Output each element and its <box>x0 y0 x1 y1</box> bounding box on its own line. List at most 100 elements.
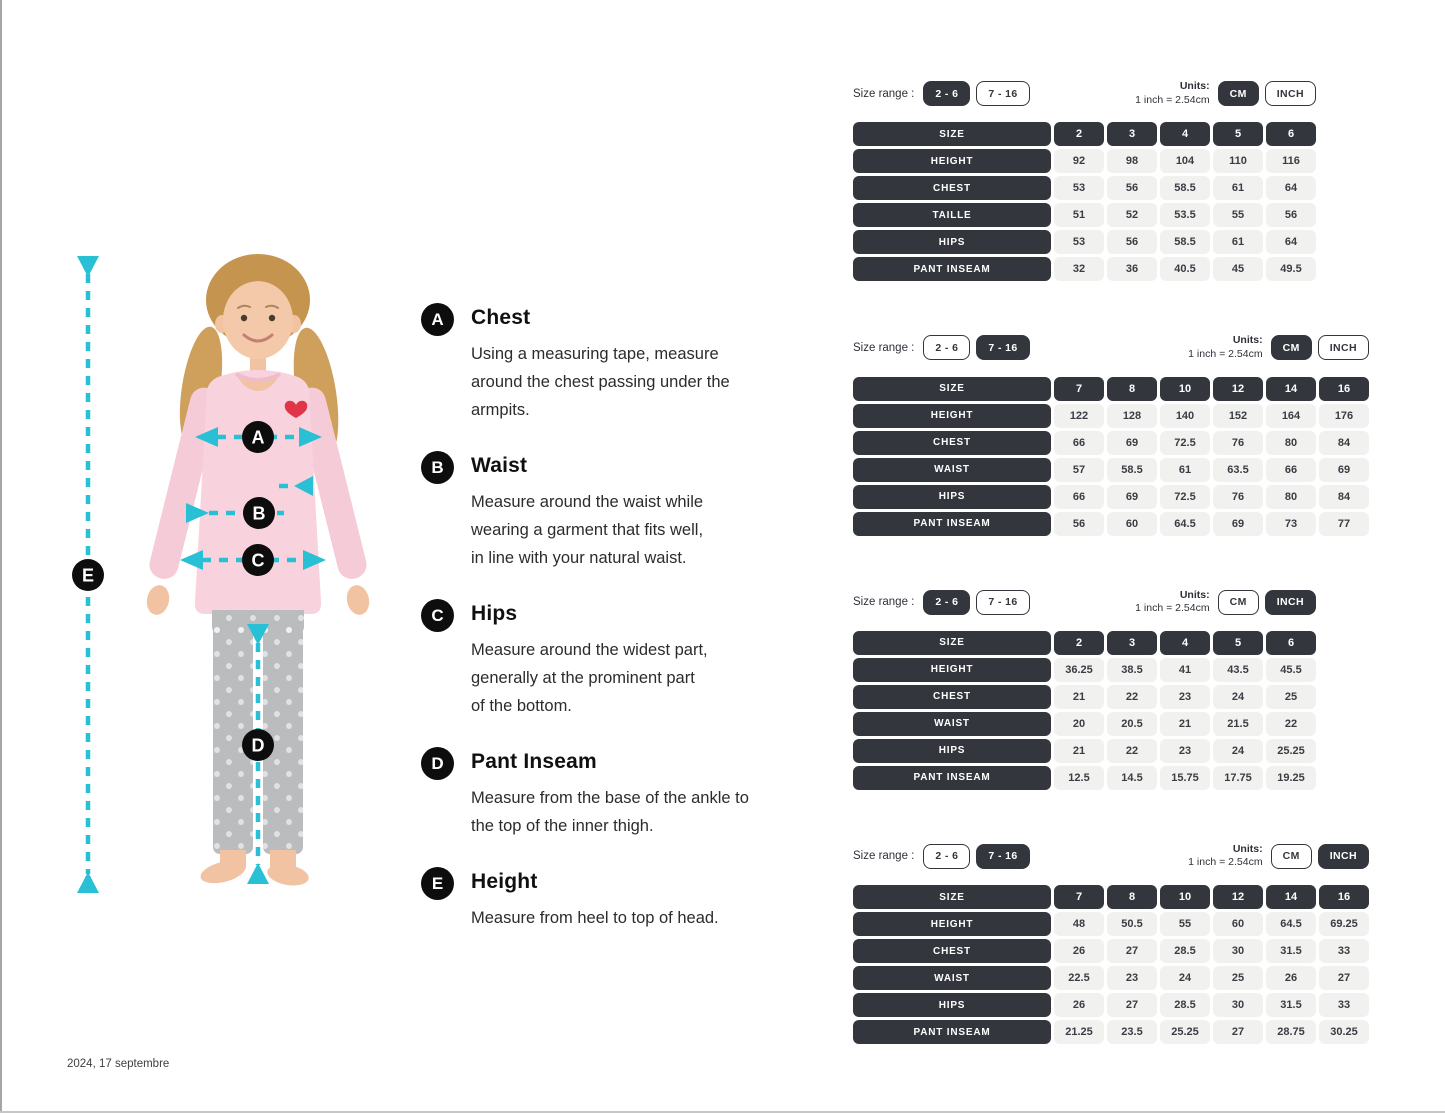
value-cell: 25.25 <box>1266 738 1316 763</box>
measurement-item: A Chest Using a measuring tape, measure … <box>421 302 821 424</box>
marker-badge-a: A <box>421 303 454 336</box>
value-cell: 23.5 <box>1107 1020 1157 1045</box>
value-cell: 110 <box>1213 149 1263 174</box>
units-text: Units: 1 inch = 2.54cm <box>1188 334 1262 361</box>
value-cell: 31.5 <box>1266 993 1316 1018</box>
unit-button-cm[interactable]: CM <box>1270 843 1312 869</box>
value-cell: 26 <box>1266 966 1316 991</box>
size-range-button-2-6[interactable]: 2 - 6 <box>923 81 971 107</box>
size-range-button-7-16[interactable]: 7 - 16 <box>976 335 1030 361</box>
value-cell: 36 <box>1107 257 1157 282</box>
unit-button-inch[interactable]: INCH <box>1264 589 1316 615</box>
waist-right-arrow-icon <box>294 476 313 496</box>
value-cell: 55 <box>1213 203 1263 228</box>
value-cell: 61 <box>1160 457 1210 482</box>
measurement-title: Hips <box>471 602 518 625</box>
row-label: HIPS <box>853 230 1051 255</box>
value-cell: 58.5 <box>1160 176 1210 201</box>
value-cell: 72.5 <box>1160 484 1210 509</box>
value-cell: 23 <box>1107 966 1157 991</box>
units-note: 1 inch = 2.54cm <box>1135 602 1210 615</box>
size-range-label: Size range : <box>853 596 915 609</box>
size-range-button-2-6[interactable]: 2 - 6 <box>923 843 971 869</box>
row-label: HEIGHT <box>853 657 1051 682</box>
chest-marker-badge: A <box>252 428 265 448</box>
size-range-button-2-6[interactable]: 2 - 6 <box>923 335 971 361</box>
size-range-button-2-6[interactable]: 2 - 6 <box>923 589 971 615</box>
size-header-cell: 3 <box>1107 122 1157 147</box>
table-row: CHEST 53 56 58.5 61 64 <box>853 176 1316 201</box>
unit-button-cm[interactable]: CM <box>1270 335 1312 361</box>
inseam-bottom-arrow-icon <box>247 863 269 884</box>
row-label: HEIGHT <box>853 149 1051 174</box>
unit-button-cm[interactable]: CM <box>1217 589 1259 615</box>
value-cell: 56 <box>1107 230 1157 255</box>
units-toggle: CM INCH <box>1270 843 1369 869</box>
size-header-cell: 16 <box>1319 885 1369 910</box>
size-header-cell: 6 <box>1266 630 1316 655</box>
size-header-cell: 4 <box>1160 630 1210 655</box>
units-label: Units: <box>1179 588 1210 601</box>
size-range-button-7-16[interactable]: 7 - 16 <box>976 81 1030 107</box>
value-cell: 22.5 <box>1054 966 1104 991</box>
waist-marker-badge: B <box>253 504 266 524</box>
marker-badge-e: E <box>421 867 454 900</box>
size-header-cell: 7 <box>1054 376 1104 401</box>
hips-left-arrow-icon <box>180 550 203 570</box>
value-cell: 21 <box>1160 711 1210 736</box>
unit-button-inch[interactable]: INCH <box>1317 335 1369 361</box>
table-row: SIZE 7 8 10 12 14 16 <box>853 376 1369 401</box>
value-cell: 49.5 <box>1266 257 1316 282</box>
girl-illustration: A B C D E <box>72 254 370 893</box>
table-row: HIPS 66 69 72.5 76 80 84 <box>853 484 1369 509</box>
table-row: WAIST 22.5 23 24 25 26 27 <box>853 966 1369 991</box>
value-cell: 64.5 <box>1266 912 1316 937</box>
measurement-description: Using a measuring tape, measure around t… <box>471 345 730 419</box>
value-cell: 20.5 <box>1107 711 1157 736</box>
marker-badge-c: C <box>421 599 454 632</box>
value-cell: 31.5 <box>1266 939 1316 964</box>
size-table: SIZE 2 3 4 5 6 HEIGHT 92 98 104 110 116 CHEST 53 56 58.… <box>853 122 1316 282</box>
row-label: WAIST <box>853 966 1051 991</box>
size-range-button-7-16[interactable]: 7 - 16 <box>976 589 1030 615</box>
value-cell: 176 <box>1319 403 1369 428</box>
measurement-title: Waist <box>471 454 528 477</box>
row-label: HIPS <box>853 993 1051 1018</box>
measurement-text: Height Measure from heel to top of head. <box>471 866 801 932</box>
value-cell: 104 <box>1160 149 1210 174</box>
value-cell: 152 <box>1213 403 1263 428</box>
value-cell: 21.25 <box>1054 1020 1104 1045</box>
value-cell: 36.25 <box>1054 657 1104 682</box>
size-range-label: Size range : <box>853 341 915 354</box>
row-label: HEIGHT <box>853 912 1051 937</box>
unit-button-cm[interactable]: CM <box>1217 81 1259 107</box>
unit-button-inch[interactable]: INCH <box>1317 843 1369 869</box>
table-row: SIZE 2 3 4 5 6 <box>853 122 1316 147</box>
units-text: Units: 1 inch = 2.54cm <box>1135 80 1209 107</box>
row-label: HIPS <box>853 738 1051 763</box>
row-label: SIZE <box>853 885 1051 910</box>
measurement-text: Waist Measure around the waist while wea… <box>471 450 801 572</box>
value-cell: 28.75 <box>1266 1020 1316 1045</box>
table-row: HEIGHT 36.25 38.5 41 43.5 45.5 <box>853 657 1316 682</box>
value-cell: 22 <box>1266 711 1316 736</box>
units-toggle: CM INCH <box>1217 81 1316 107</box>
value-cell: 53 <box>1054 230 1104 255</box>
value-cell: 30 <box>1213 993 1263 1018</box>
size-header-cell: 16 <box>1319 376 1369 401</box>
size-table: SIZE 2 3 4 5 6 HEIGHT 36.25 38.5 41 43.5 45.5 CHEST 2… <box>853 630 1316 790</box>
value-cell: 53.5 <box>1160 203 1210 228</box>
unit-button-inch[interactable]: INCH <box>1264 81 1316 107</box>
size-range-button-7-16[interactable]: 7 - 16 <box>976 843 1030 869</box>
measurement-descriptions: A Chest Using a measuring tape, measure … <box>421 302 821 958</box>
value-cell: 19.25 <box>1266 765 1316 790</box>
heart-motif <box>284 400 308 418</box>
value-cell: 64 <box>1266 230 1316 255</box>
